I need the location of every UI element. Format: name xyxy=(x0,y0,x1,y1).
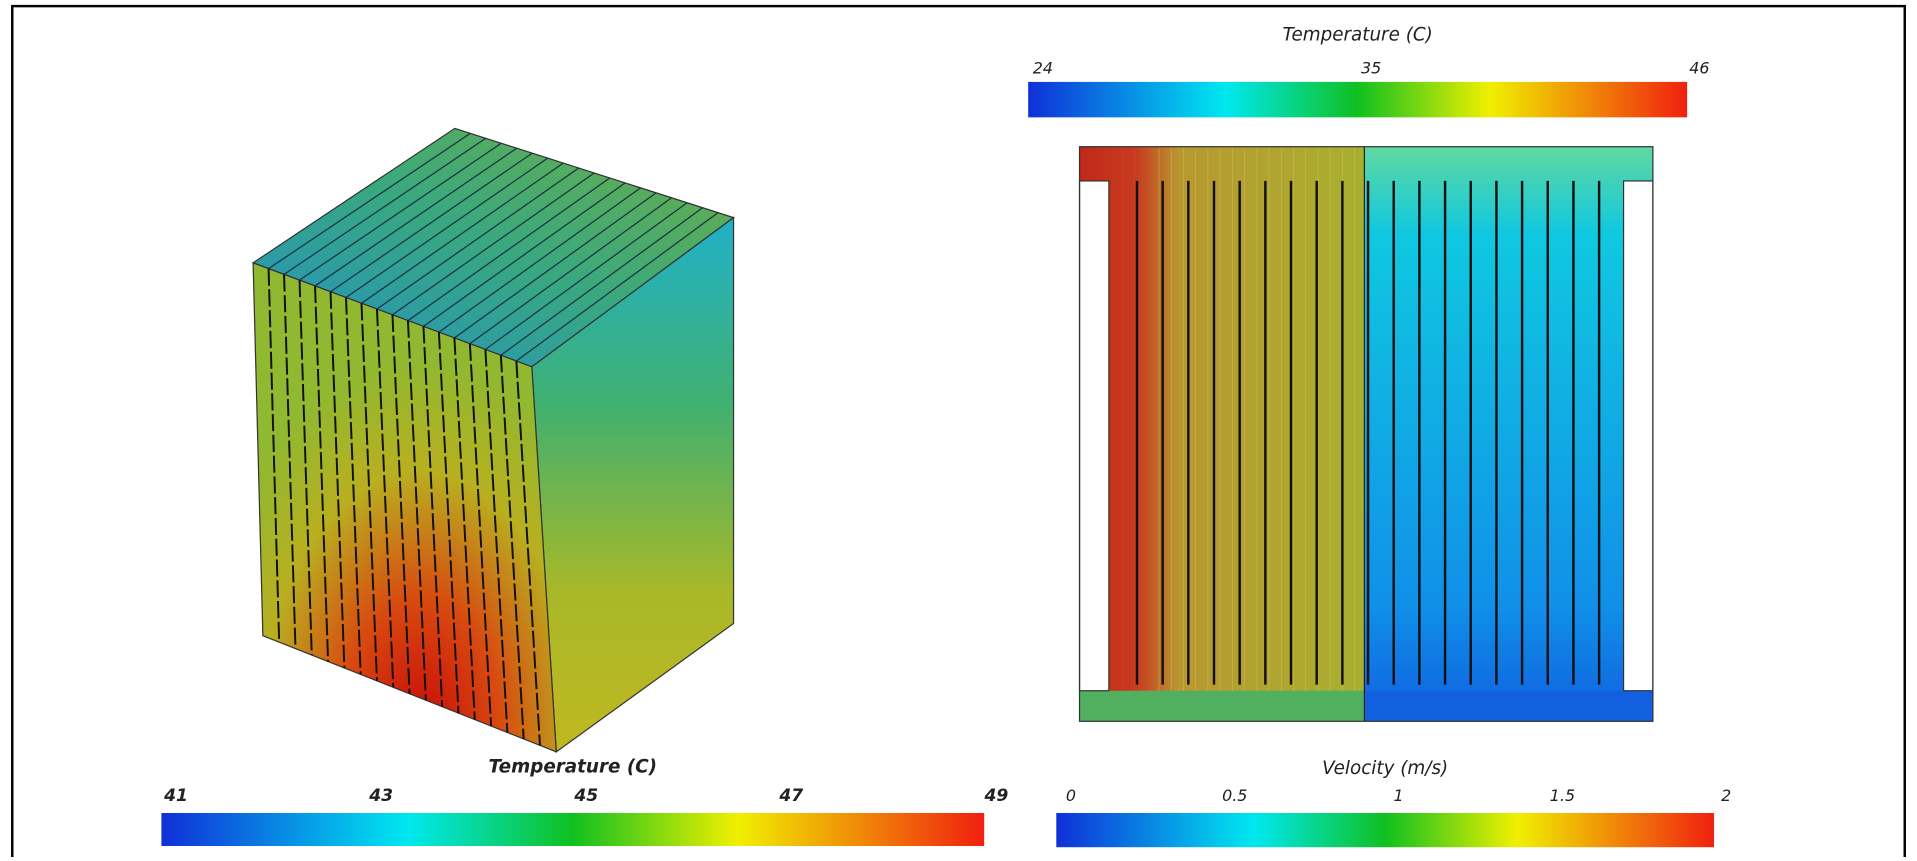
flow-field xyxy=(1078,146,1654,722)
fin xyxy=(314,285,330,662)
fin xyxy=(391,314,411,694)
colorbar xyxy=(161,812,985,846)
fin-top xyxy=(392,172,595,316)
fin xyxy=(437,332,460,714)
fin xyxy=(453,337,476,720)
velocity-contour xyxy=(1364,690,1653,722)
colorbar-tick-label: 49 xyxy=(983,786,1008,806)
colorbar-tick-label: 43 xyxy=(368,786,393,806)
fin xyxy=(515,360,541,746)
colorbar-tick-label: 41 xyxy=(163,786,188,806)
fin-top xyxy=(361,162,564,304)
fin xyxy=(484,349,509,733)
fin-top xyxy=(299,142,502,281)
fin-top xyxy=(469,197,672,345)
fin-top xyxy=(314,147,518,287)
wall xyxy=(1078,180,1110,692)
fin-top xyxy=(376,167,580,310)
colorbar-tick-label: 24 xyxy=(1033,58,1053,77)
fin-top xyxy=(423,182,626,327)
fin-top xyxy=(407,177,611,322)
colorbar-tick-label: 47 xyxy=(778,786,803,806)
fin-top xyxy=(438,187,641,333)
frame xyxy=(11,4,1906,861)
colorbar-tick-label: 46 xyxy=(1689,58,1709,77)
fin-top xyxy=(454,192,657,339)
colorbar xyxy=(1056,812,1715,848)
fin xyxy=(499,355,525,740)
heatsink-3d xyxy=(251,127,735,754)
fin-top xyxy=(268,132,471,270)
colorbar-tick-label: 0.5 xyxy=(1222,786,1247,805)
fin xyxy=(298,280,313,656)
fin xyxy=(345,297,362,675)
fin xyxy=(376,308,395,688)
fin xyxy=(406,320,427,701)
fin xyxy=(422,326,444,707)
fin xyxy=(329,291,346,669)
colorbar xyxy=(1028,81,1688,118)
fin-top xyxy=(283,137,487,275)
colorbar-tick-label: 0 xyxy=(1066,786,1076,805)
fin xyxy=(360,303,378,681)
colorbar-tick-label: 45 xyxy=(573,786,598,806)
colorbar-tick-label: 35 xyxy=(1361,58,1381,77)
colorbar-tick-label: 2 xyxy=(1721,786,1731,805)
colorbar-tick-label: 1.5 xyxy=(1550,786,1575,805)
colorbar-title: Temperature (C) xyxy=(489,757,658,778)
colorbar-title: Velocity (m/s) xyxy=(1322,758,1448,779)
velocity-contour xyxy=(1364,146,1653,722)
fin-top xyxy=(345,157,549,298)
domain-border xyxy=(1078,146,1654,722)
streamlines xyxy=(1079,690,1365,722)
fin xyxy=(468,343,493,727)
colorbar-tick-label: 1 xyxy=(1394,786,1404,805)
fin-top xyxy=(515,212,719,362)
fin xyxy=(283,274,297,649)
fin-top xyxy=(500,207,703,356)
colorbar-title: Temperature (C) xyxy=(1283,24,1433,45)
wall xyxy=(1622,180,1654,692)
fin-top xyxy=(330,152,533,293)
fin-top xyxy=(485,202,688,350)
